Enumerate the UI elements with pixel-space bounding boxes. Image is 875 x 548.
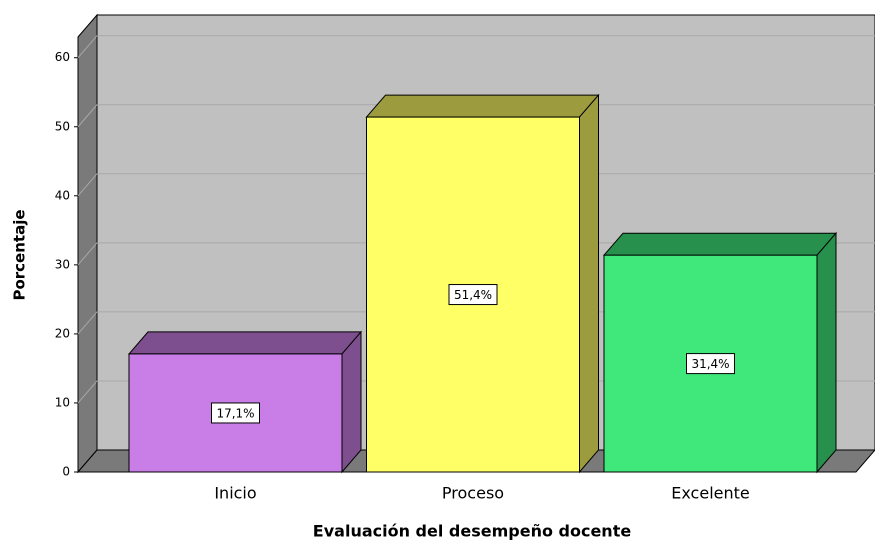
grid-line [77, 173, 98, 197]
value-label-box [686, 353, 735, 375]
y-tick-label: 0 [62, 465, 70, 479]
grid-line [77, 311, 98, 335]
y-tick-label: 50 [55, 119, 70, 133]
x-tick-label: Inicio [214, 484, 256, 503]
value-label: 31,4% [691, 357, 729, 371]
y-tick-label: 40 [55, 188, 70, 202]
bar-side [816, 231, 837, 474]
grid-line [77, 104, 98, 128]
value-label: 51,4% [454, 288, 492, 302]
y-tick-label: 60 [55, 50, 70, 64]
x-tick-label: Excelente [671, 484, 749, 503]
bar-top [127, 331, 363, 355]
value-label: 17,1% [216, 406, 254, 420]
grid-line [77, 35, 98, 59]
grid-line [77, 242, 98, 266]
x-axis-label: Evaluación del desempeño docente [313, 522, 632, 541]
y-tick-label: 10 [55, 395, 70, 409]
left-wall [77, 13, 98, 474]
y-tick-label: 30 [55, 257, 70, 271]
bar-side [579, 93, 599, 474]
y-tick-label: 20 [55, 326, 70, 340]
y-axis-label: Porcentaje [11, 209, 29, 300]
bar-top [365, 94, 600, 118]
bar-top [602, 232, 838, 256]
value-label-box [448, 284, 498, 306]
x-tick-label: Proceso [442, 484, 504, 503]
grid-line [77, 380, 98, 404]
value-label-box [211, 402, 260, 424]
bar-side [341, 330, 362, 474]
